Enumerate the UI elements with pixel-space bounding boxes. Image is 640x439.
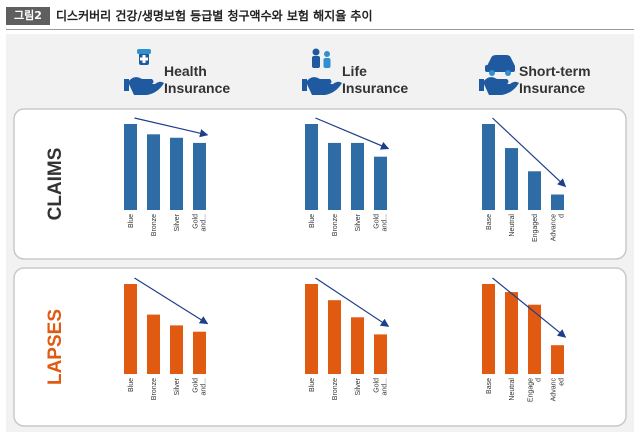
- category-label: Neutral: [509, 214, 516, 237]
- category-label: Silver: [355, 213, 362, 231]
- header-rule: [6, 29, 634, 30]
- bar-bronze: [328, 142, 341, 210]
- bar-gold-and-: [193, 331, 206, 374]
- bar-silver: [170, 325, 183, 374]
- bar-engage-d: [528, 304, 541, 374]
- category-label: Blue: [309, 214, 316, 228]
- category-label: Blue: [309, 378, 316, 392]
- column-title-line2: Insurance: [164, 80, 230, 96]
- trend-arrow: [315, 277, 390, 327]
- column-title-line2: Insurance: [519, 80, 585, 96]
- category-label: Goldand...: [374, 214, 389, 232]
- row-panel-lapses: [13, 267, 627, 427]
- bar-advanc-ed: [551, 345, 564, 374]
- chart-claims-life-insurance: Blue Bronze Silver Goldand...: [305, 117, 390, 236]
- bar-silver: [170, 137, 183, 210]
- trend-arrow: [134, 277, 209, 325]
- trend-arrow: [315, 117, 390, 150]
- bar-silver: [351, 317, 364, 374]
- trend-arrow: [134, 117, 209, 138]
- chart-lapses-health-insurance: Blue Bronze Silver Goldand...: [124, 277, 209, 400]
- category-label: Goldand...: [374, 378, 389, 396]
- category-label: Bronze: [332, 214, 339, 236]
- category-label: Blue: [128, 378, 135, 392]
- bar-blue: [124, 124, 137, 210]
- category-label: Engaged: [528, 378, 543, 402]
- figure-label: 그림2: [6, 7, 50, 25]
- figure-title: 디스커버리 건강/생명보험 등급별 청구액수와 보험 해지율 추이: [56, 9, 373, 23]
- chart-claims-health-insurance: Blue Bronze Silver Goldand...: [124, 117, 209, 236]
- category-label: Advanced: [551, 378, 566, 402]
- category-label: Bronze: [332, 378, 339, 400]
- category-label: Bronze: [151, 214, 158, 236]
- bar-base: [482, 124, 495, 210]
- bar-gold-and-: [374, 156, 387, 210]
- bar-neutral: [505, 148, 518, 210]
- bar-bronze: [147, 314, 160, 374]
- bar-neutral: [505, 292, 518, 374]
- column-title-line1: Health: [164, 63, 207, 79]
- category-label: Silver: [174, 213, 181, 231]
- row-panel-claims: [13, 108, 627, 260]
- chart-lapses-short-term-insurance: Base Neutral Engaged Advanced: [482, 277, 567, 402]
- car-insurance-icon: [479, 55, 519, 95]
- bar-gold-and-: [193, 142, 206, 210]
- category-label: Blue: [128, 214, 135, 228]
- row-label-claims: CLAIMS: [45, 148, 66, 221]
- bar-gold-and-: [374, 334, 387, 374]
- figure-header: 그림2 디스커버리 건강/생명보험 등급별 청구액수와 보험 해지율 추이: [0, 0, 640, 30]
- category-label: Engaged: [532, 214, 539, 242]
- bar-engaged: [528, 171, 541, 210]
- category-label: Advanced: [551, 214, 566, 241]
- category-label: Silver: [355, 377, 362, 395]
- life-insurance-icon: [302, 48, 342, 95]
- column-title-line1: Life: [342, 63, 367, 79]
- chart-canvas: CLAIMS LAPSES Health Insurance Life Insuranc…: [6, 34, 634, 432]
- category-label: Silver: [174, 377, 181, 395]
- trend-arrow: [492, 117, 567, 188]
- bar-blue: [305, 284, 318, 374]
- column-title-line1: Short-term: [519, 63, 591, 79]
- category-label: Goldand...: [193, 214, 208, 232]
- bar-silver: [351, 142, 364, 210]
- category-label: Bronze: [151, 378, 158, 400]
- row-label-lapses: LAPSES: [45, 309, 66, 385]
- bar-advance-d: [551, 194, 564, 210]
- health-insurance-icon: [124, 49, 164, 95]
- category-label: Base: [486, 214, 493, 230]
- bar-base: [482, 284, 495, 374]
- category-label: Neutral: [509, 378, 516, 401]
- bar-bronze: [328, 300, 341, 374]
- category-label: Base: [486, 378, 493, 394]
- category-label: Goldand...: [193, 378, 208, 396]
- column-title-line2: Insurance: [342, 80, 408, 96]
- bar-blue: [124, 284, 137, 374]
- bar-bronze: [147, 134, 160, 210]
- chart-lapses-life-insurance: Blue Bronze Silver Goldand...: [305, 277, 390, 400]
- trend-arrow: [492, 277, 567, 338]
- chart-claims-short-term-insurance: Base Neutral Engaged Advanced: [482, 117, 567, 242]
- bar-blue: [305, 124, 318, 210]
